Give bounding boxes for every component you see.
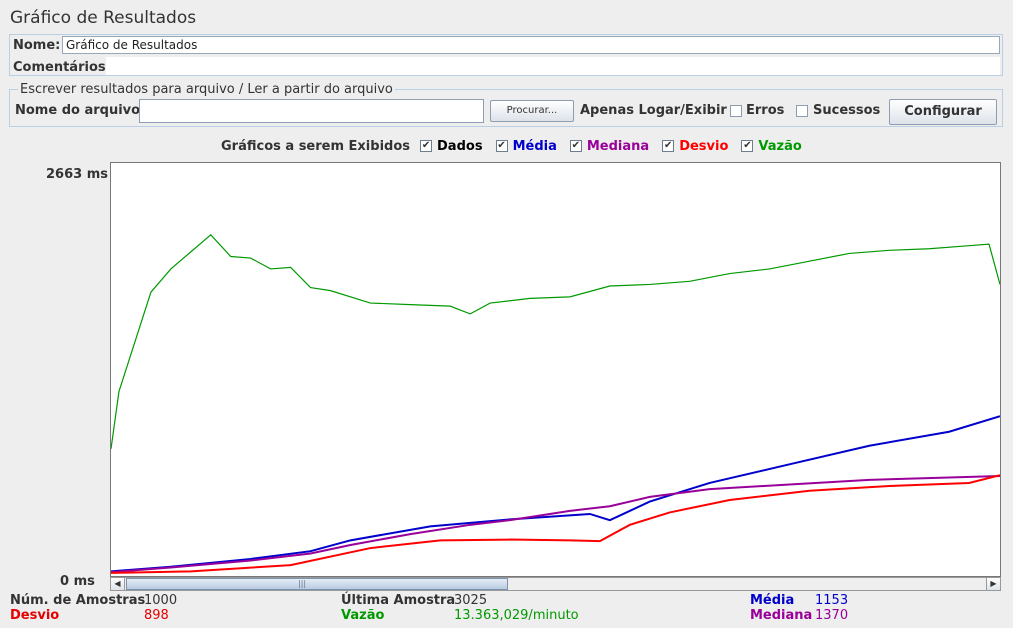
series-line-média [111,415,1000,573]
name-label: Nome: [13,38,61,53]
last-sample-label: Última Amostra [341,593,456,608]
samples-value: 1000 [144,593,178,608]
graph-option-dados[interactable]: ✔ Dados [420,139,483,154]
series-line-mediana [111,474,1000,574]
graph-canvas [111,233,1000,574]
file-name-label: Nome do arquivo [15,103,141,118]
graphs-title: Gráficos a serem Exibidos [221,138,411,154]
y-axis-max-label: 2663 ms [46,167,108,182]
graph-option-label: Média [512,138,557,154]
deviation-label: Desvio [10,608,60,623]
check-icon[interactable]: ✔ [420,140,433,152]
series-line-desvio [111,474,1000,574]
results-graph [110,162,1001,577]
last-sample-value: 3025 [454,593,488,608]
check-icon[interactable]: ✔ [662,140,675,152]
graph-option-vazao[interactable]: ✔ Vazão [741,138,802,154]
scroll-grip-icon: ||| [298,579,307,588]
series-line-vazão [111,233,1000,449]
throughput-label: Vazão [341,608,385,623]
graph-option-desvio[interactable]: ✔ Desvio [662,139,728,154]
success-checkbox[interactable] [796,105,808,117]
average-label: Média [750,593,795,608]
graph-option-label: Mediana [586,138,650,154]
comments-field[interactable] [106,57,1000,75]
browse-button[interactable]: Procurar... [490,100,574,122]
check-icon[interactable]: ✔ [495,140,508,152]
graph-option-label: Desvio [679,138,729,154]
page-title: Gráfico de Resultados [10,8,197,28]
file-group [9,89,1003,127]
file-name-input[interactable] [139,99,484,123]
log-only-label: Apenas Logar/Exibir [580,103,727,118]
success-label: Sucessos [813,103,881,118]
scroll-right-icon[interactable]: ▶ [986,578,1000,590]
file-group-legend: Escrever resultados para arquivo / Ler a… [18,82,395,97]
errors-checkbox[interactable] [730,105,742,117]
check-icon[interactable]: ✔ [569,140,582,152]
graphs-selector: Gráficos a serem Exibidos ✔ Dados ✔ Médi… [221,137,815,155]
samples-label: Núm. de Amostras [10,593,146,608]
average-value: 1153 [815,593,849,608]
check-icon[interactable]: ✔ [741,140,754,152]
deviation-value: 898 [144,608,169,623]
graph-option-label: Dados [437,138,483,154]
name-panel: Nome: Comentários: [9,34,1003,76]
scroll-thumb[interactable] [126,578,508,590]
configure-button[interactable]: Configurar [889,99,997,125]
name-input[interactable] [62,36,1000,54]
comments-label: Comentários: [13,60,111,75]
median-label: Mediana [750,608,813,623]
median-value: 1370 [815,608,849,623]
scroll-left-icon[interactable]: ◀ [111,578,125,590]
errors-label: Erros [746,103,785,118]
throughput-value: 13.363,029/minuto [454,608,579,623]
horizontal-scrollbar[interactable]: ◀ ||| ▶ [110,577,1001,591]
y-axis-min-label: 0 ms [60,574,95,589]
graph-option-mediana[interactable]: ✔ Mediana [569,138,650,154]
graph-option-label: Vazão [758,138,802,154]
graph-option-media[interactable]: ✔ Média [495,138,557,154]
